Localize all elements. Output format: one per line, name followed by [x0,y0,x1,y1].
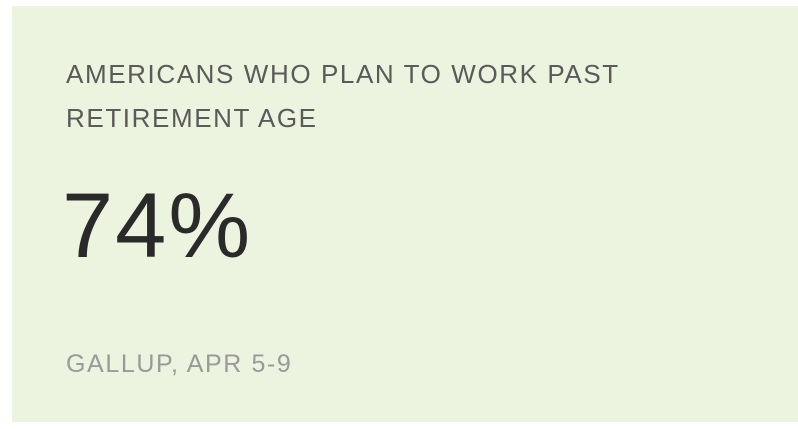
card-title: AMERICANS WHO PLAN TO WORK PAST RETIREME… [66,59,620,133]
source-label: GALLUP, APR 5-9 [66,350,293,378]
stat-value: 74% [62,175,253,277]
stat-card: AMERICANS WHO PLAN TO WORK PAST RETIREME… [12,6,798,422]
